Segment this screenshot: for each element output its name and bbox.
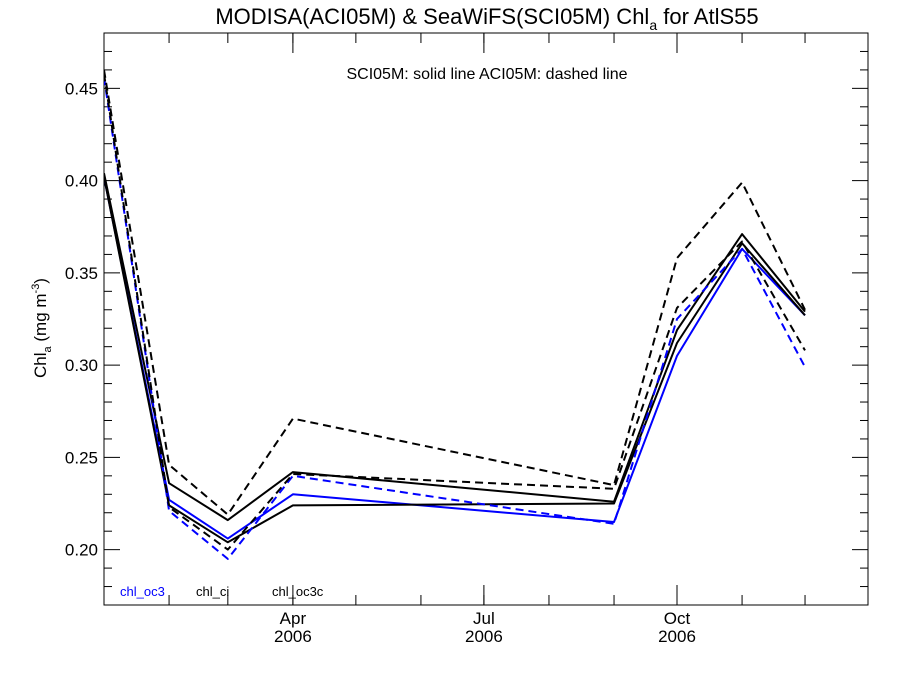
- series-line-chl-oc3-aci05m: [104, 77, 806, 560]
- series-line-chl-oc3-sci05m: [104, 176, 806, 540]
- x-tick-label-year: 2006: [658, 627, 696, 646]
- x-tick-label-year: 2006: [274, 627, 312, 646]
- axes-layer: 0.200.250.300.350.400.45Apr2006Jul2006Oc…: [65, 33, 868, 646]
- series-line-chl-ci-aci05m: [104, 73, 806, 551]
- title-subscript: a: [649, 17, 657, 33]
- y-tick-label: 0.40: [65, 172, 98, 191]
- legend-entry-chl-oc3: chl_oc3: [120, 584, 165, 599]
- title-suffix: for AtlS55: [657, 4, 759, 29]
- series-line-chl-oc3c-aci05m: [104, 69, 806, 516]
- x-tick-label-month: Oct: [664, 609, 691, 628]
- ylabel-main: Chl: [31, 352, 50, 378]
- title-main: MODISA(ACI05M) & SeaWiFS(SCI05M) Chl: [215, 4, 649, 29]
- line-style-note: SCI05M: solid line ACI05M: dashed line: [346, 66, 627, 83]
- y-tick-label: 0.20: [65, 541, 98, 560]
- legend-entry-chl-ci: chl_ci: [196, 584, 229, 599]
- x-tick-label-year: 2006: [465, 627, 503, 646]
- series-line-chl-oc3c-sci05m: [104, 172, 806, 522]
- ylabel-middle: (mg m: [31, 293, 50, 346]
- x-tick-label-month: Jul: [473, 609, 495, 628]
- plot-frame: [103, 32, 869, 606]
- ylabel-superscript: -3: [30, 284, 42, 294]
- legend-entry-chl-oc3c: chl_oc3c: [272, 584, 324, 599]
- series-layer: [104, 69, 806, 560]
- ylabel-subscript: a: [42, 345, 54, 352]
- y-tick-label: 0.35: [65, 264, 98, 283]
- y-tick-label: 0.45: [65, 79, 98, 98]
- x-tick-label-month: Apr: [280, 609, 307, 628]
- legend: chl_oc3 chl_ci chl_oc3c: [120, 584, 324, 599]
- chart-title: MODISA(ACI05M) & SeaWiFS(SCI05M) Chla fo…: [215, 4, 758, 33]
- y-tick-label: 0.30: [65, 356, 98, 375]
- y-tick-label: 0.25: [65, 448, 98, 467]
- y-axis-label: Chla (mg m-3): [30, 278, 54, 378]
- ylabel-suffix: ): [31, 278, 50, 284]
